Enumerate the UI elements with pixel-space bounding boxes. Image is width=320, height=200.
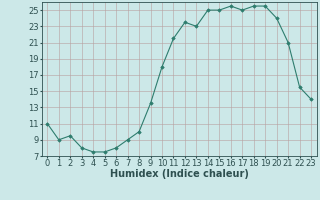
X-axis label: Humidex (Indice chaleur): Humidex (Indice chaleur) bbox=[110, 169, 249, 179]
